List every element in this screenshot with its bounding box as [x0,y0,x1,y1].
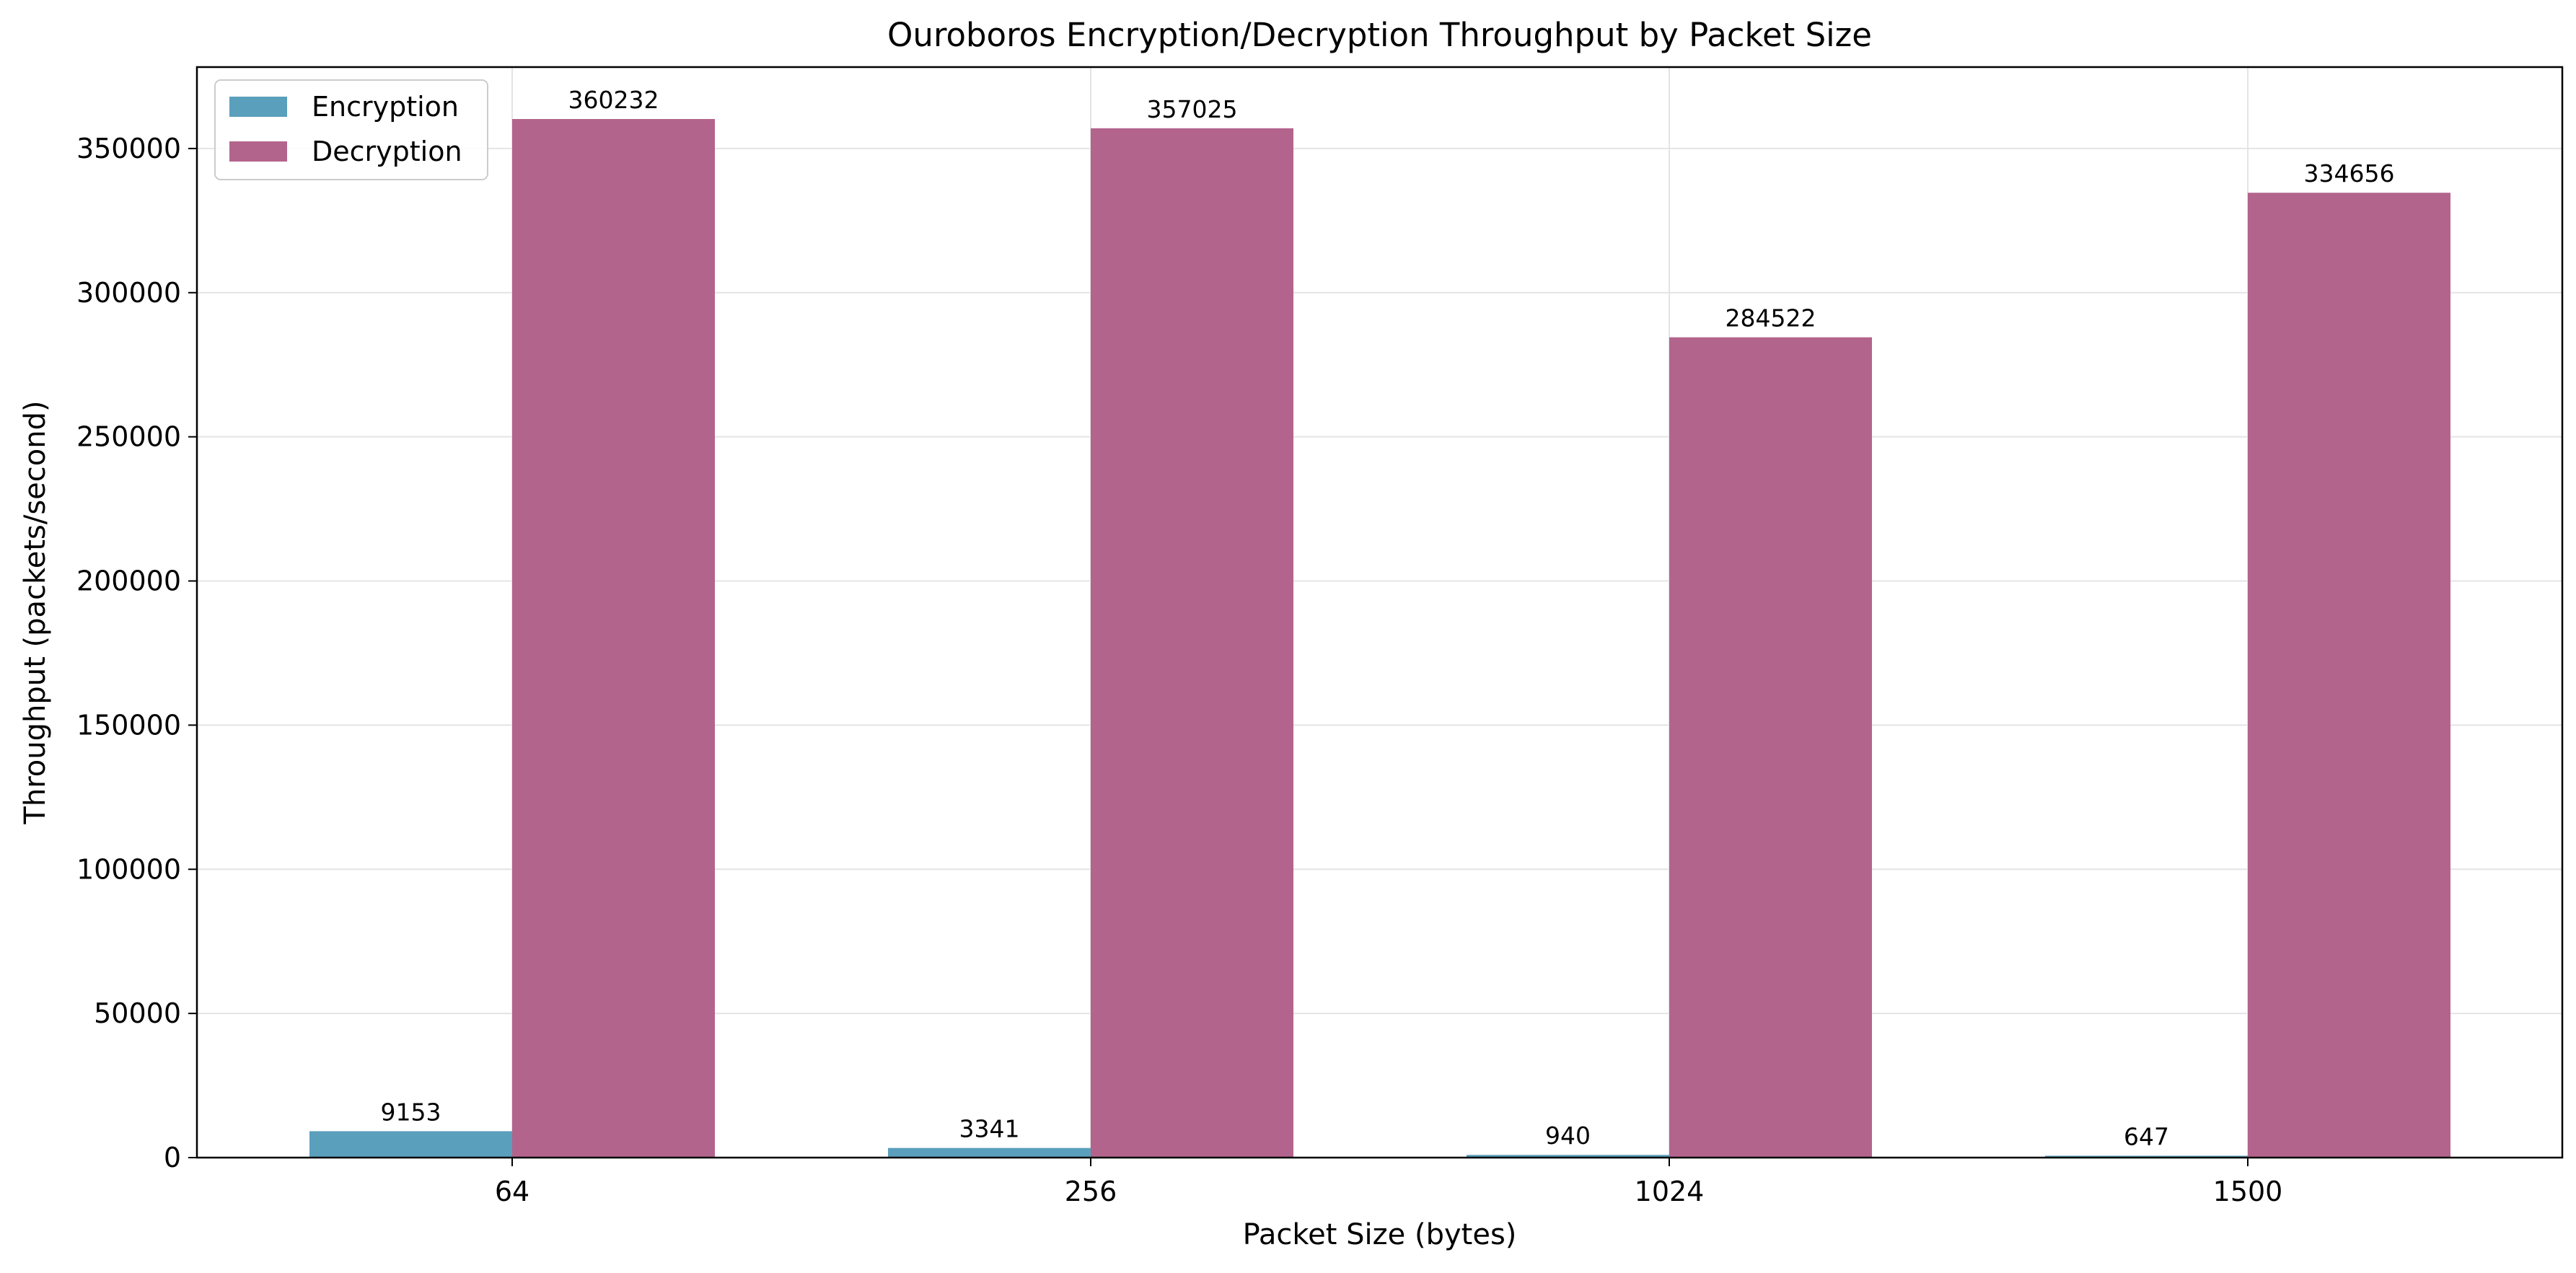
y-tick-label: 300000 [76,277,181,309]
chart-title: Ouroboros Encryption/Decryption Throughp… [887,16,1872,54]
x-tick-label: 256 [1065,1176,1117,1207]
y-tick-label: 200000 [76,565,181,597]
data-label-encryption: 9153 [381,1098,441,1126]
axes: 0 50000 100000 150000 200000 250000 300000 3500… [76,133,2282,1207]
data-label-decryption: 334656 [2304,159,2395,188]
bars [309,119,2450,1158]
bar-decryption-64 [512,119,715,1158]
x-tick-label: 1500 [2213,1176,2283,1207]
y-axis-title: Throughput (packets/second) [19,400,52,824]
y-tick-label: 150000 [76,709,181,741]
bar-decryption-1500 [2248,193,2450,1158]
y-tick-label: 100000 [76,853,181,885]
bar-encryption-1500 [2045,1155,2248,1158]
y-tick-label: 50000 [94,997,181,1029]
data-label-decryption: 360232 [568,86,659,114]
x-tick-label: 64 [495,1176,529,1207]
bar-decryption-256 [1091,128,1293,1158]
bar-encryption-64 [309,1131,512,1158]
legend-swatch-decryption [229,141,287,162]
data-label-encryption: 647 [2124,1122,2169,1150]
x-tick-label: 1024 [1635,1176,1705,1207]
legend-swatch-encryption [229,97,287,117]
legend-label-decryption: Decryption [312,136,462,167]
plot-frame [195,66,2564,1159]
y-tick-label: 250000 [76,421,181,453]
bar-encryption-256 [888,1148,1091,1158]
y-tick-label: 0 [164,1142,181,1173]
x-axis-title: Packet Size (bytes) [1243,1218,1517,1251]
bar-encryption-1024 [1467,1155,1669,1158]
legend-label-encryption: Encryption [312,91,459,123]
legend: Encryption Decryption [214,79,488,180]
y-tick-label: 350000 [76,133,181,164]
bar-decryption-1024 [1669,337,1872,1158]
data-label-encryption: 3341 [959,1115,1020,1143]
data-label-encryption: 940 [1545,1122,1591,1150]
data-label-decryption: 284522 [1726,304,1816,332]
data-labels: 9153 3341 940 647 360232 357025 284522 334656 [381,86,2395,1150]
data-label-decryption: 357025 [1147,95,1238,123]
